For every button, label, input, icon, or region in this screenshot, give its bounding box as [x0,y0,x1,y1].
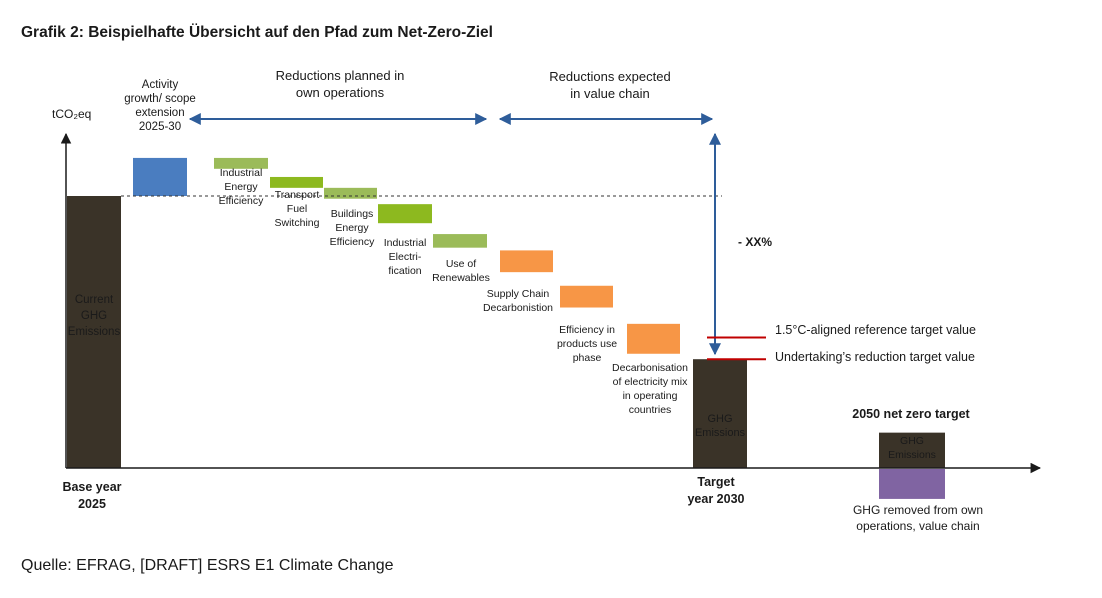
netzero-removed-bar [879,469,945,499]
step-label-5: Industrial Electri-fication [384,237,427,277]
target-bar-label: GHG Emissions [695,413,746,439]
source-note: Quelle: EFRAG, [DRAFT] ESRS E1 Climate C… [21,557,394,574]
step-bar-8 [560,285,613,308]
step-label-8: Efficiency in products use phase [557,324,617,364]
step-label-1: Activity growth/ scope extension 2025-30 [124,79,196,133]
step-label-6: Use of Renewables [432,258,490,284]
x-label-netzero: 2050 net zero target [852,407,970,421]
base-bar-label: Current GHG Emissions [68,294,121,338]
target-bar [693,359,747,468]
step-bar-9 [627,323,680,354]
step-label-3: Transport Fuel Switching [275,189,320,229]
x-label-base-year: Base year 2025 [62,480,121,511]
step-bar-5 [378,204,432,224]
reference-line-label-1: 1.5°C-aligned reference target value [775,323,976,337]
reduction-annotation: - XX% [738,235,772,249]
step-label-2: Industrial Energy Efficiency [219,167,264,207]
reference-line-label-2: Undertaking’s reduction target value [775,350,975,364]
y-axis-label: tCO₂eq [52,107,91,121]
step-bar-3 [270,176,323,188]
netzero-emissions-bar [879,432,945,468]
step-bar-7 [500,250,553,273]
step-label-7: Supply Chain Decarbonistion [483,288,553,314]
header-own-operations: Reductions planned in own operations [276,68,405,100]
base-bar [67,196,121,468]
step-bar-4 [324,187,377,199]
step-bar-2 [214,157,268,169]
step-bar-6 [433,234,487,248]
chart-title: Grafik 2: Beispielhafte Übersicht auf de… [21,24,493,41]
x-label-target-year: Target year 2030 [687,475,744,506]
step-label-4: Buildings Energy Efficiency [330,208,375,248]
netzero-removed-label: GHG removed from own operations, value ch… [853,503,983,533]
step-label-9: Decarbonisation of electricity mix in oper… [612,362,688,416]
netzero-emissions-label: GHG Emissions [888,435,936,461]
header-value-chain: Reductions expected in value chain [549,69,670,101]
step-bar-1 [133,157,187,196]
